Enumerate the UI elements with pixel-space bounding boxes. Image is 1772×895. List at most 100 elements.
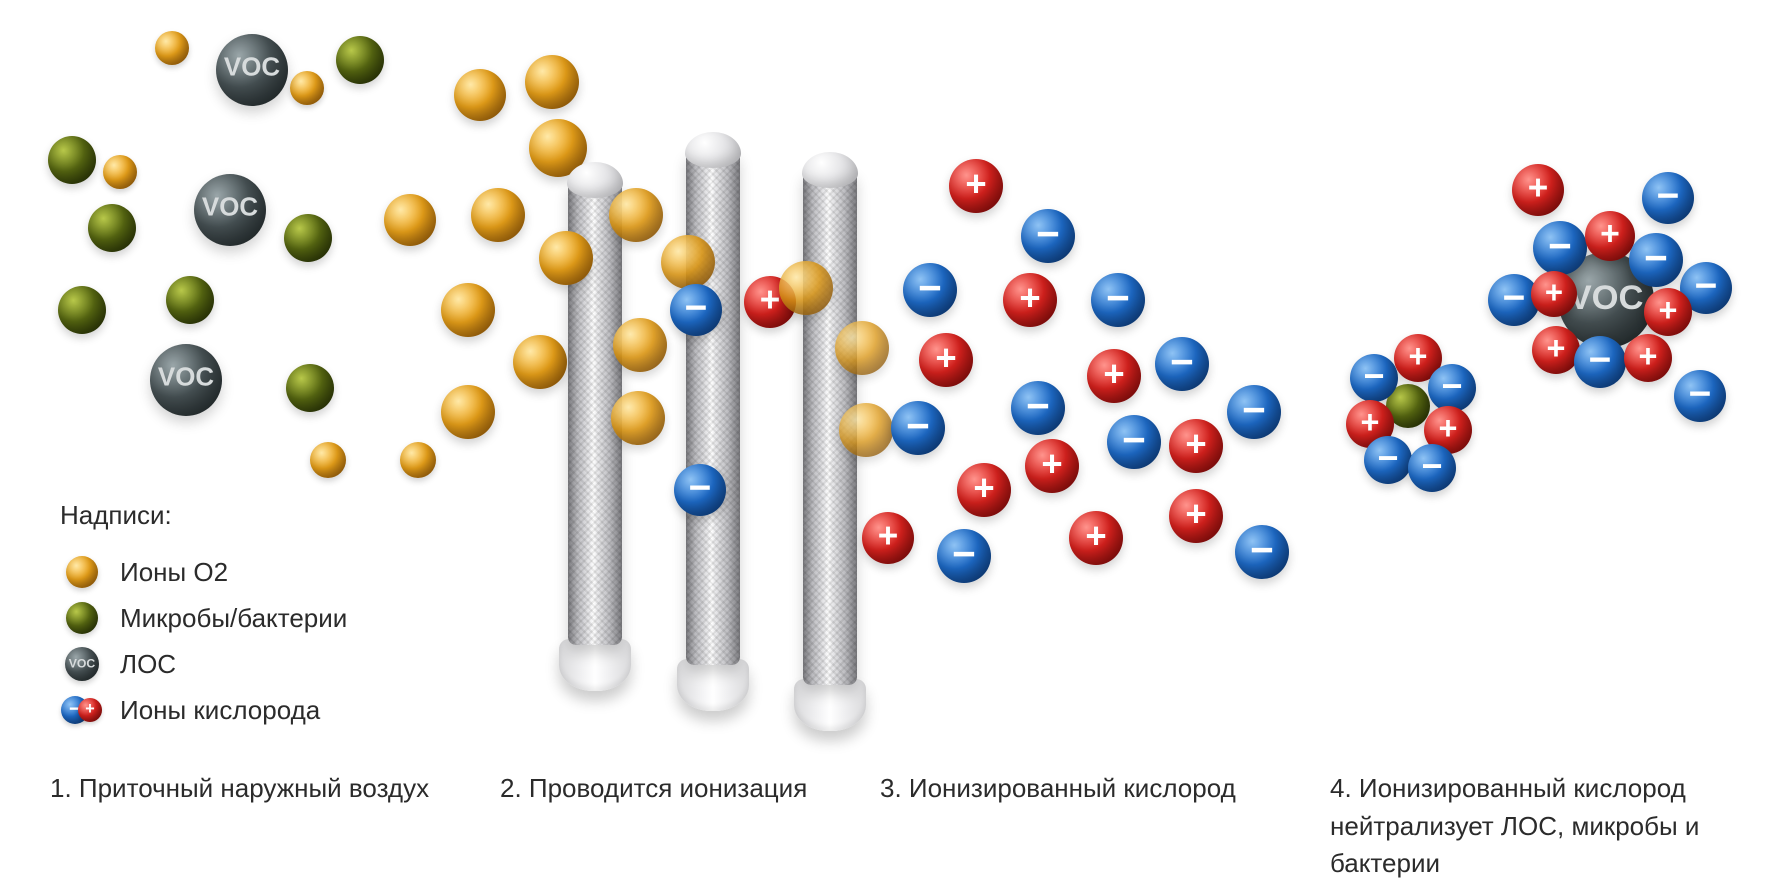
plus-icon: + [1639,340,1658,372]
minus-icon: − [1363,358,1384,394]
positive-ion-particle: + [1169,419,1223,473]
legend-label: Микробы/бактерии [120,603,347,634]
negative-ion-particle: − [1629,233,1683,287]
o2-ion-particle [290,71,324,105]
caption-step: 2. Проводится ионизация [500,770,850,808]
o2-ion-particle [839,403,893,457]
legend-item: −+Ионы кислорода [60,687,420,733]
negative-ion-particle: − [1235,525,1289,579]
o2-ion-particle [441,385,495,439]
negative-ion-particle: − [1364,436,1412,484]
legend-label: Ионы О2 [120,557,228,588]
plus-icon: + [878,519,899,554]
o2-ion-particle [471,188,525,242]
positive-ion-particle: + [1003,273,1057,327]
microbe-particle [286,364,334,412]
plus-icon: + [1019,280,1040,316]
minus-icon: − [1421,448,1442,484]
positive-ion-particle: + [919,333,973,387]
minus-icon: − [1250,530,1274,571]
legend-label: ЛОС [120,649,176,680]
negative-ion-particle: − [674,464,726,516]
negative-ion-particle: − [1642,172,1694,224]
positive-ion-particle: + [1531,271,1577,317]
voc-particle: VOC [150,344,222,416]
plus-icon: + [1545,277,1563,308]
legend-rows: Ионы О2 Микробы/бактерии VOC ЛОС −+Ионы кисл… [60,549,420,733]
minus-icon: − [918,268,942,309]
minus-icon: − [906,406,930,447]
minus-icon: − [1657,177,1680,216]
plus-icon: + [1085,518,1106,554]
plus-icon: + [935,340,956,376]
plus-icon: + [965,166,986,202]
minus-icon: − [1548,226,1572,267]
plus-icon: + [1185,426,1206,462]
plus-icon: + [760,283,781,318]
minus-icon: − [685,289,708,328]
voc-label: VOC [202,196,258,222]
voc-label: VOC [69,657,96,669]
positive-ion-particle: + [862,512,914,564]
positive-ion-particle: + [1585,211,1635,261]
legend-title: Надписи: [60,500,420,531]
minus-icon: − [1644,238,1668,279]
voc-label: VOC [158,366,214,392]
microbe-particle [166,276,214,324]
o2-ion-particle [613,318,667,372]
legend-swatch: VOC [60,642,104,686]
minus-icon: − [1170,342,1194,383]
negative-ion-particle: − [903,263,957,317]
positive-ion-particle: + [1169,489,1223,543]
o2-ion-particle [384,194,436,246]
microbe-particle [336,36,384,84]
caption-step: 3. Ионизированный кислород [880,770,1310,808]
positive-ion-particle: + [1025,439,1079,493]
negative-ion-particle: − [1107,415,1161,469]
negative-ion-particle: − [1021,209,1075,263]
o2-ion-particle [525,55,579,109]
positive-ion-particle: + [1512,164,1564,216]
minus-icon: − [1689,375,1712,414]
o2-ion-particle [611,391,665,445]
o2-ion-particle [454,69,506,121]
minus-icon: − [1242,390,1266,431]
tube-cap [802,152,858,188]
minus-icon: − [1503,279,1526,318]
tube-cap [685,132,741,168]
plus-icon: + [1659,294,1678,326]
minus-icon: − [1441,368,1462,404]
o2-ion-particle [539,231,593,285]
negative-ion-particle: − [1428,364,1476,412]
diagram-stage: VOCVOCVOC−−+++−+−+−+−−++−+−−++−−−++−+−−V… [0,0,1772,895]
o2-ion-particle [779,261,833,315]
tube-base [677,659,749,711]
o2-ion-particle [835,321,889,375]
minus-icon: − [1026,386,1050,427]
voc-label: VOC [224,56,280,82]
caption-step: 4. Ионизированный кислород нейтрализует … [1330,770,1750,883]
tube-shaft [686,150,740,665]
o2-ion-particle [66,556,98,588]
positive-ion-particle: + [1532,326,1580,374]
o2-ion-particle [513,335,567,389]
ionizer-tube [682,150,744,705]
plus-icon: + [1041,446,1062,482]
minus-icon: − [1106,278,1130,319]
microbe-particle [58,286,106,334]
plus-icon: + [1361,406,1380,438]
negative-ion-particle: − [1674,370,1726,422]
plus-icon: + [1547,332,1566,364]
legend-swatch: −+ [60,688,104,732]
tube-cap [567,162,623,198]
positive-ion-particle: + [1069,511,1123,565]
plus-icon: + [85,701,94,717]
voc-particle: VOC [65,647,99,681]
o2-ion-particle [661,235,715,289]
negative-ion-particle: − [1091,273,1145,327]
negative-ion-particle: − [937,529,991,583]
minus-icon: − [689,469,712,508]
plus-icon: + [1409,340,1428,372]
minus-icon: − [1589,341,1612,380]
positive-ion-particle: + [78,698,102,722]
